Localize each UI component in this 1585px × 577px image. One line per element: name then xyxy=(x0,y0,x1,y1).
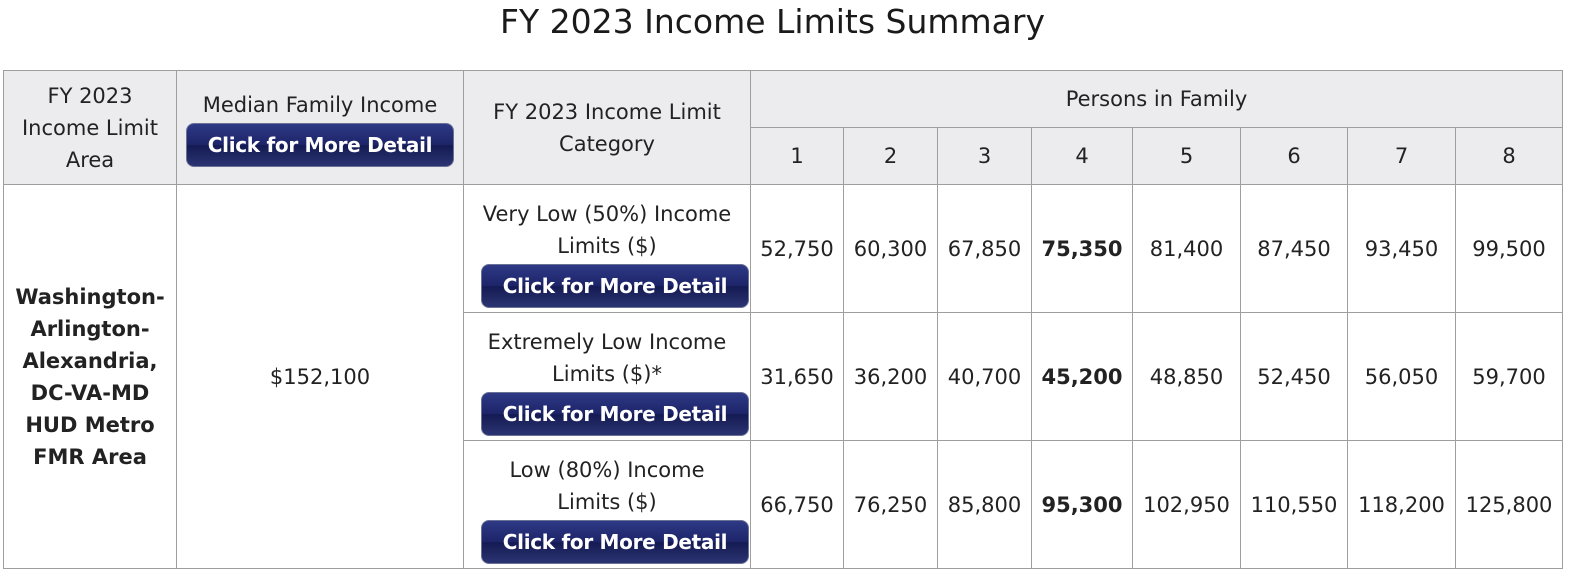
value-cell: 87,450 xyxy=(1240,184,1348,313)
median-detail-button[interactable]: Click for More Detail xyxy=(186,122,454,167)
value-cell: 76,250 xyxy=(843,440,938,569)
header-persons-4: 4 xyxy=(1031,127,1133,185)
header-persons-5: 5 xyxy=(1132,127,1241,185)
very-low-detail-button[interactable]: Click for More Detail xyxy=(481,263,749,308)
table-row: Low (80%) Income Limits ($) Click for Mo… xyxy=(4,440,1563,569)
value-cell: 66,750 xyxy=(750,440,844,569)
median-income-value: $152,100 xyxy=(176,184,464,569)
value-cell: 45,200 xyxy=(1031,312,1133,441)
header-persons-8: 8 xyxy=(1455,127,1563,185)
header-persons-1: 1 xyxy=(750,127,844,185)
extremely-low-detail-button[interactable]: Click for More Detail xyxy=(481,391,749,436)
category-cell: Extremely Low Income Limits ($)* Click f… xyxy=(463,312,751,441)
value-cell: 48,850 xyxy=(1132,312,1241,441)
value-cell: 95,300 xyxy=(1031,440,1133,569)
value-cell: 118,200 xyxy=(1347,440,1456,569)
value-cell: 67,850 xyxy=(937,184,1032,313)
value-cell: 36,200 xyxy=(843,312,938,441)
header-persons-7: 7 xyxy=(1347,127,1456,185)
value-cell: 31,650 xyxy=(750,312,844,441)
value-cell: 52,450 xyxy=(1240,312,1348,441)
category-cell: Low (80%) Income Limits ($) Click for Mo… xyxy=(463,440,751,569)
value-cell: 110,550 xyxy=(1240,440,1348,569)
header-persons-3: 3 xyxy=(937,127,1032,185)
header-area: FY 2023 Income Limit Area xyxy=(3,70,177,185)
value-cell: 81,400 xyxy=(1132,184,1241,313)
value-cell: 59,700 xyxy=(1455,312,1563,441)
value-cell: 125,800 xyxy=(1455,440,1563,569)
area-name: Washington-Arlington-Alexandria, DC-VA-M… xyxy=(3,184,177,569)
page-title: FY 2023 Income Limits Summary xyxy=(500,2,1045,41)
category-label: Very Low (50%) Income Limits ($) xyxy=(482,201,732,258)
value-cell: 60,300 xyxy=(843,184,938,313)
header-median-label: Median Family Income xyxy=(202,92,438,117)
value-cell: 40,700 xyxy=(937,312,1032,441)
low-detail-button[interactable]: Click for More Detail xyxy=(481,519,749,564)
header-category: FY 2023 Income Limit Category xyxy=(463,70,751,185)
value-cell: 99,500 xyxy=(1455,184,1563,313)
header-persons-2: 2 xyxy=(843,127,938,185)
value-cell: 52,750 xyxy=(750,184,844,313)
table-row: Extremely Low Income Limits ($)* Click f… xyxy=(4,312,1563,441)
value-cell: 102,950 xyxy=(1132,440,1241,569)
header-area-label: FY 2023 Income Limit Area xyxy=(21,83,158,172)
header-median-income: Median Family Income Click for More Deta… xyxy=(176,70,464,185)
header-category-label: FY 2023 Income Limit Category xyxy=(493,99,721,156)
value-cell: 85,800 xyxy=(937,440,1032,569)
header-persons-in-family: Persons in Family xyxy=(750,70,1563,128)
value-cell: 93,450 xyxy=(1347,184,1456,313)
income-limits-table: FY 2023 Income Limit Area Median Family … xyxy=(3,70,1563,569)
value-cell: 56,050 xyxy=(1347,312,1456,441)
header-persons-label: Persons in Family xyxy=(1065,87,1248,111)
category-label: Extremely Low Income Limits ($)* xyxy=(487,329,727,386)
header-persons-6: 6 xyxy=(1240,127,1348,185)
table-row: Washington-Arlington-Alexandria, DC-VA-M… xyxy=(3,184,1563,569)
category-label: Low (80%) Income Limits ($) xyxy=(509,457,705,514)
category-cell: Very Low (50%) Income Limits ($) Click f… xyxy=(463,184,751,313)
value-cell: 75,350 xyxy=(1031,184,1133,313)
